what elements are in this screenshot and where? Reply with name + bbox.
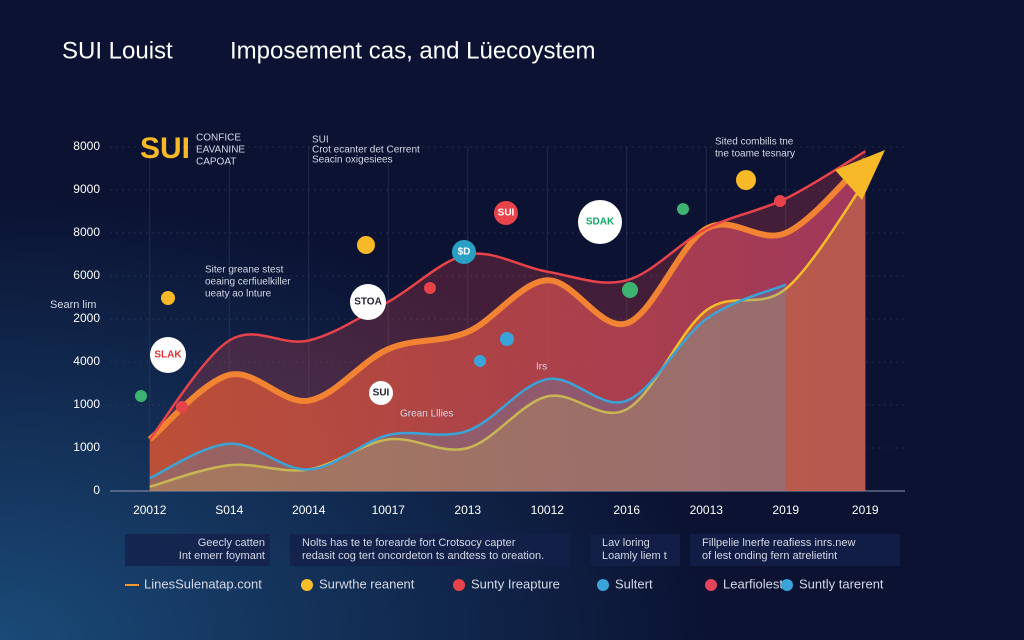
annotation: Siter greane stest [205,265,284,276]
annotation: SUI [312,135,329,146]
legend-label: Sultert [615,576,653,591]
decor-dot [424,282,436,294]
bubble [369,381,393,405]
note-text: Geecly catten [198,537,265,549]
legend-label: Suntly tarerent [799,576,884,591]
x-tick-label: 2019 [852,503,879,517]
bubble-label: SLAK [154,350,182,361]
bubble [350,284,386,320]
bubble-label: $D [458,247,471,258]
y-tick-label: 8000 [73,139,100,153]
annotation: Grean Lllies [400,409,453,420]
y-tick-label: 8000 [73,225,100,239]
area-fill [149,151,866,492]
y-tick-label: 1000 [73,397,100,411]
area-fill [149,181,866,491]
legend-swatch [705,579,717,591]
decor-dot [135,390,147,402]
annotation: Sited combilis tne [715,137,794,148]
annotation: SUI [140,132,190,165]
annotation: ueaty ao lnture [205,289,272,300]
note-text: Lav loring [602,537,650,549]
annotation: EAVANINE [196,145,245,156]
bubble [494,201,518,225]
annotation: tne toame tesnary [715,149,795,160]
legend-label: Learfiolest [723,576,783,591]
plot: 0 1000 1000 4000 2000 6000 8000 9000 8000 20012 S0… [73,132,905,591]
y-tick-label: 6000 [73,268,100,282]
legend-swatch [597,579,609,591]
legend-label: Sunty Ireapture [471,576,560,591]
series-line [149,180,867,488]
bubble [578,200,622,244]
note-text: Fillpelie lnerfe reafiess inrs.new [702,537,856,549]
note-box [125,534,270,566]
legend-swatch [301,579,313,591]
area-fill [149,159,866,491]
note-box [690,534,900,566]
annotation: Seacin oxigesiees [312,155,393,166]
decor-dot [500,332,514,346]
decor-dot [176,401,188,413]
legend-label: LinesSulenatap.cont [144,576,262,591]
series-line [148,150,866,441]
x-tick-label: 20012 [133,503,167,517]
legend-label: Surwthe reanent [319,576,415,591]
chart-subtitle: Imposement cas, and Lüecoystem [230,37,596,64]
bubble [452,240,476,264]
x-tick-label: S014 [215,503,243,517]
annotation: CAPOAT [196,157,236,168]
y-tick-label: 1000 [73,440,100,454]
y-tick-label: 4000 [73,354,100,368]
y-tick-label: 0 [93,483,100,497]
x-tick-label: 20014 [292,503,326,517]
x-tick-label: 20013 [690,503,724,517]
annotation: CONFICE [196,133,241,144]
arrow-head [835,150,885,200]
decor-dot [357,236,375,254]
decor-dot [774,195,786,207]
decor-dot [622,282,638,298]
x-tick-label: 2019 [772,503,799,517]
x-tick-label: 10017 [372,503,406,517]
legend-swatch [453,579,465,591]
decor-dot [474,355,486,367]
chart-title: SUI Louist [62,37,173,64]
y-tick-label: 9000 [73,182,100,196]
bubble-label: STOA [354,297,382,308]
series-line [149,283,787,480]
note-text: Int emerr foymant [179,550,265,562]
annotation: Crot ecanter det Cerrent [312,145,420,156]
series-line [147,157,868,442]
annotation: oeaing cerfiuelkiller [205,277,291,288]
bubble [150,337,186,373]
bubble-label: SUI [498,208,515,219]
x-tick-label: 2016 [613,503,640,517]
x-tick-label: 10012 [531,503,565,517]
x-tick-label: 2013 [454,503,481,517]
note-text: Nolts has te te forearde fort Crotsocy c… [302,537,516,549]
note-text: Loamly liem t [602,550,667,562]
y-tick-label: 2000 [73,311,100,325]
note-box [590,534,680,566]
legend-swatch [781,579,793,591]
decor-dot [736,170,756,190]
area-fill [149,284,786,491]
note-text: redasit cog tert oncordeton ts andtess t… [302,550,544,562]
note-box [290,534,570,566]
annotation: Irs [536,362,547,373]
decor-dot [161,291,175,305]
note-text: of lest onding fern atrelietint [702,550,837,562]
y-axis-label: Searn lim [50,299,96,311]
bubble-label: SUI [373,388,390,399]
decor-dot [677,203,689,215]
bubble-label: SDAK [586,217,615,228]
